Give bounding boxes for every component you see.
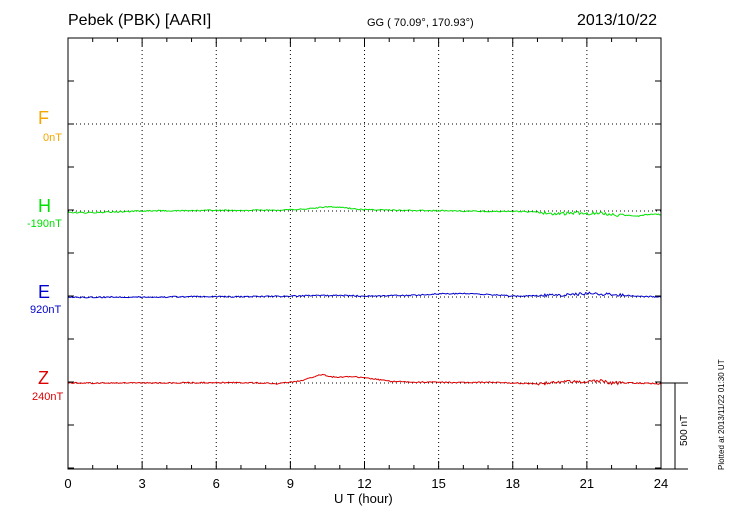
chart-date: 2013/10/22	[577, 12, 658, 29]
x-tick-label: 18	[506, 476, 520, 491]
component-baseline-z: 240nT	[32, 391, 64, 403]
component-label-e: E	[38, 282, 51, 302]
plotted-timestamp: Plotted at 2013/11/22 01:30 UT	[717, 359, 726, 470]
x-tick-label: 15	[431, 476, 445, 491]
chart-title: Pebek (PBK) [AARI]	[68, 12, 212, 29]
traces	[67, 205, 662, 386]
x-tick-label: 6	[213, 476, 220, 491]
x-tick-label: 21	[580, 476, 594, 491]
component-label-z: Z	[38, 368, 49, 388]
scale-bar-label: 500 nT	[679, 414, 690, 446]
component-baseline-e: 920nT	[30, 304, 62, 316]
axis-ticks: 0 3 6 9 12 15 18 21 24	[64, 38, 668, 491]
series-line-e	[67, 291, 662, 299]
component-label-f: F	[38, 108, 49, 128]
x-axis-label: U T (hour)	[334, 491, 393, 506]
component-label-h: H	[38, 196, 51, 216]
component-baseline-f: 0nT	[43, 132, 62, 144]
x-tick-label: 0	[64, 476, 71, 491]
x-tick-label: 12	[357, 476, 371, 491]
scale-bar	[661, 382, 688, 470]
component-baseline-h: -190nT	[27, 218, 62, 230]
series-line-z	[67, 373, 662, 386]
x-tick-label: 9	[287, 476, 294, 491]
x-tick-label: 3	[139, 476, 146, 491]
grid	[68, 38, 661, 469]
series-line-h	[68, 205, 662, 217]
station-coordinates: GG ( 70.09°, 170.93°)	[367, 17, 474, 29]
x-tick-label: 24	[654, 476, 668, 491]
